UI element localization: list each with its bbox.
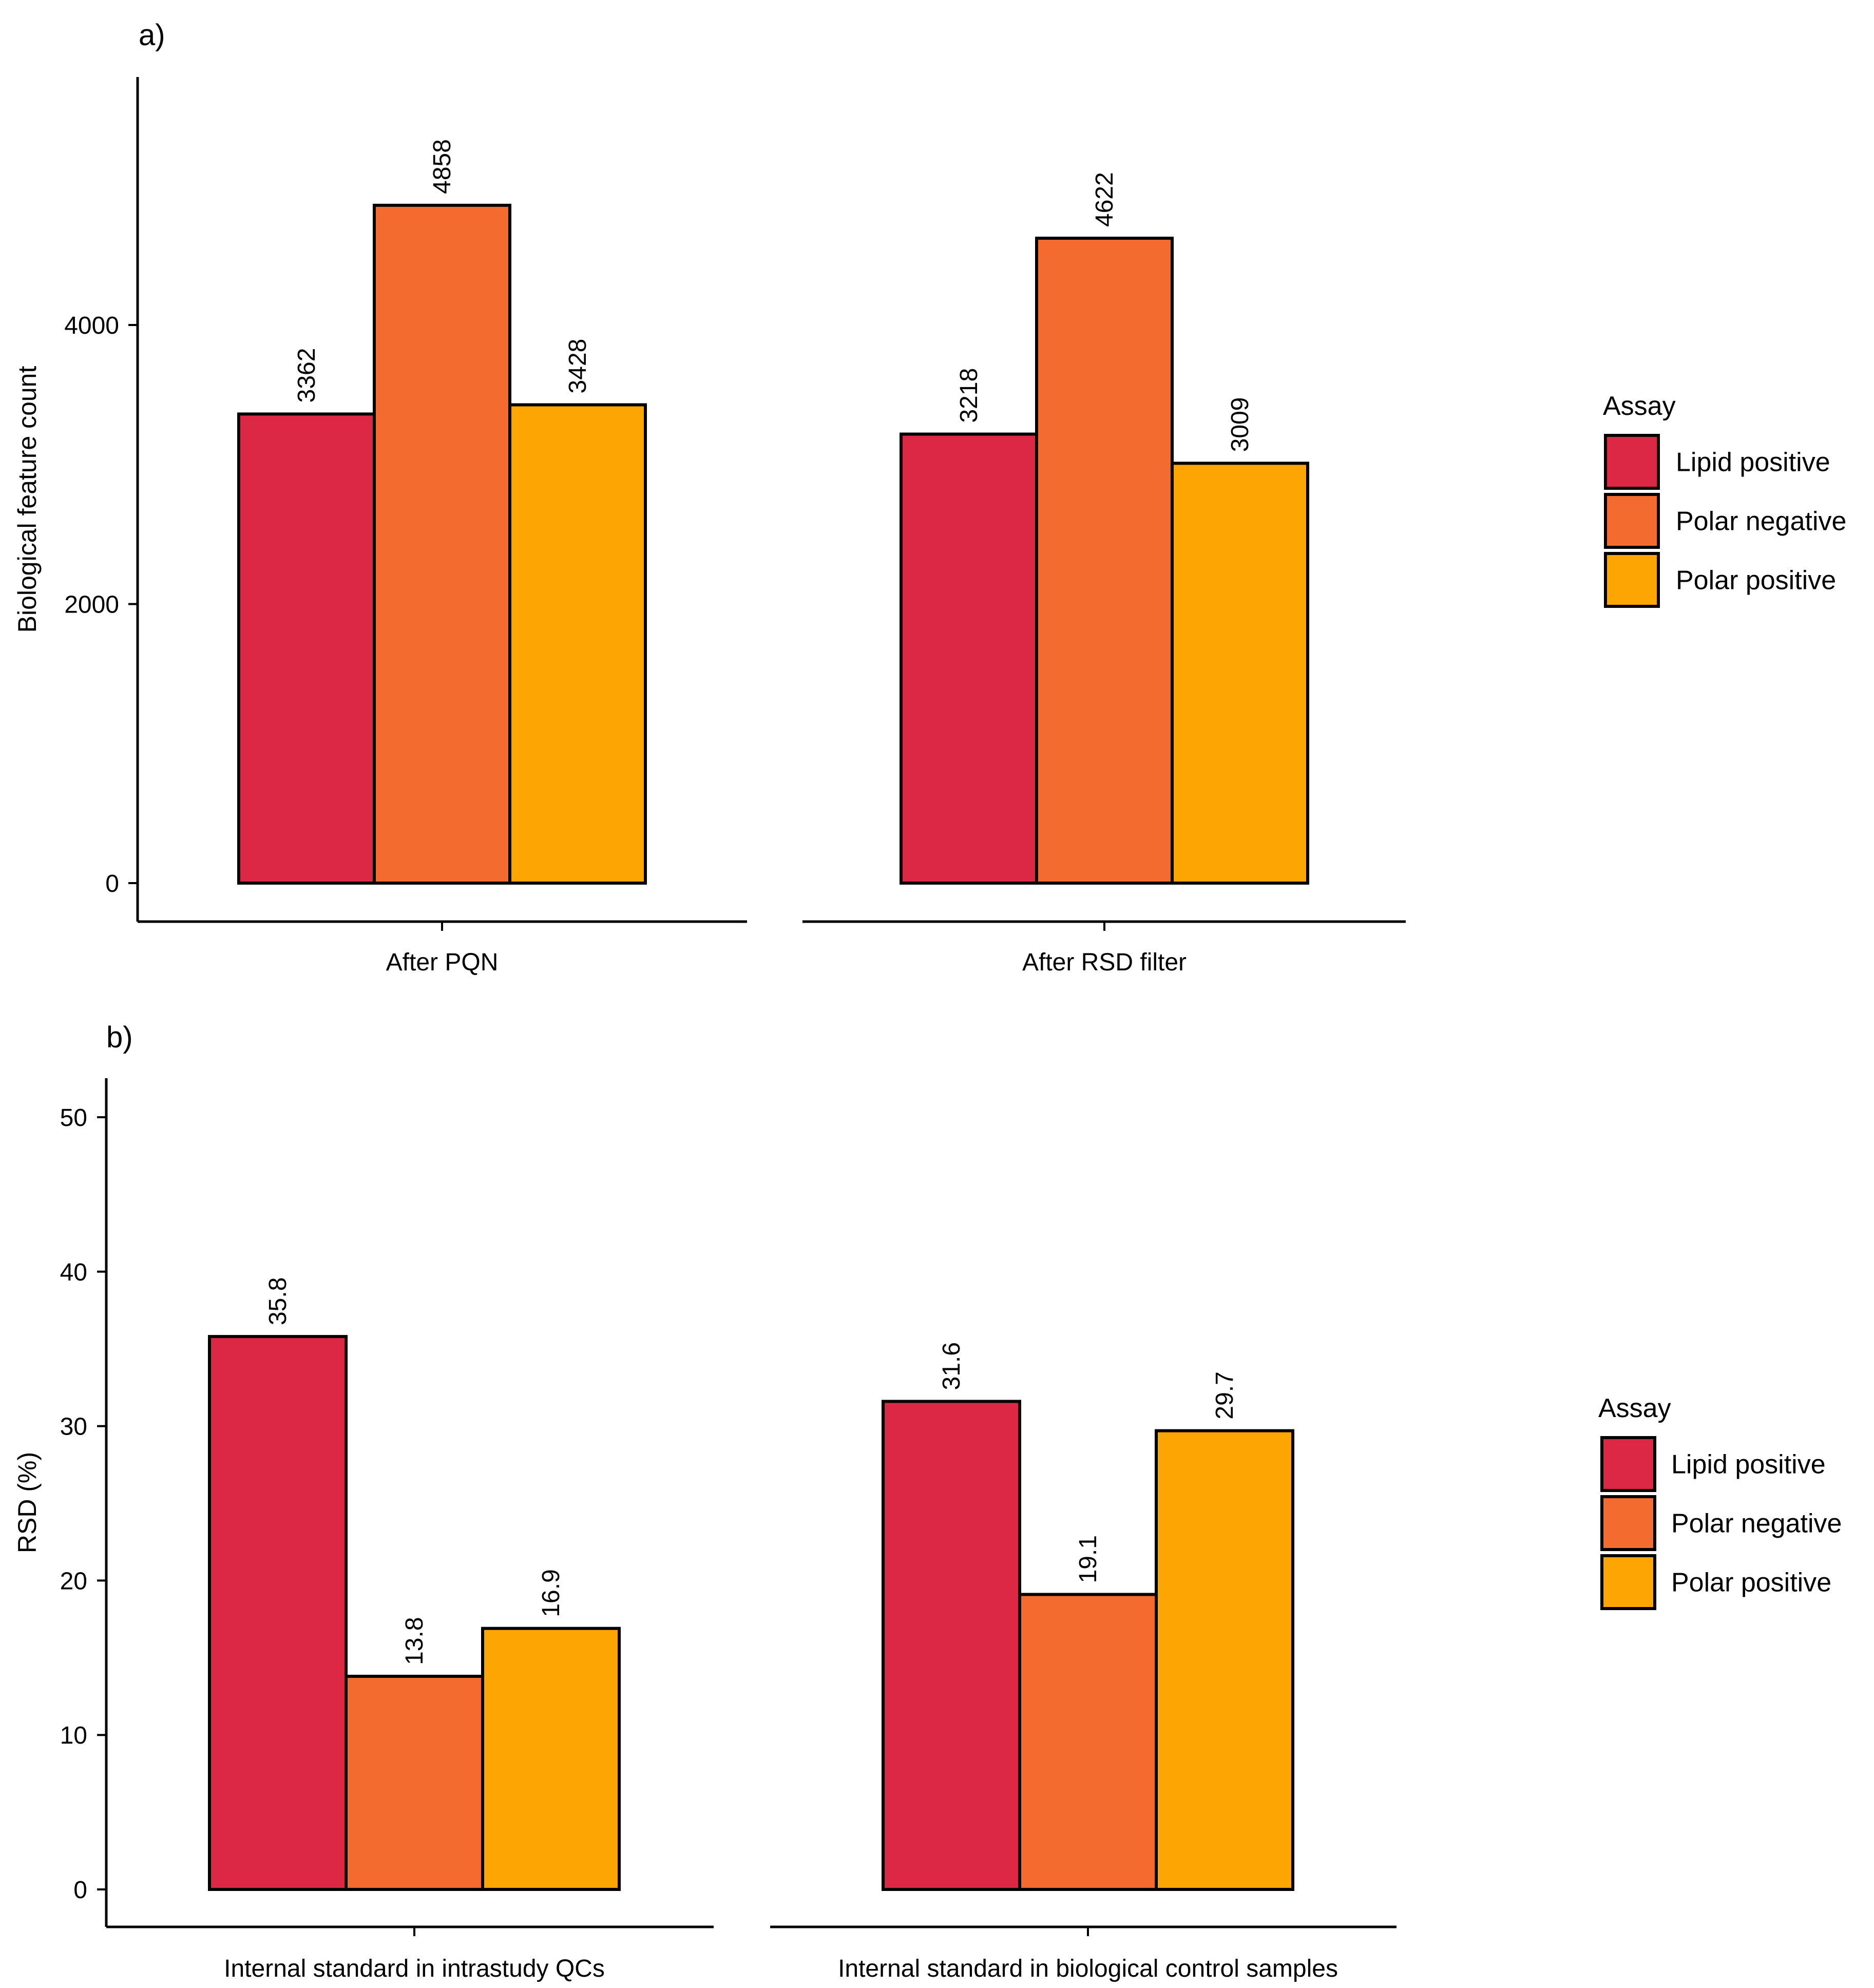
legend-label: Lipid positive (1676, 448, 1830, 477)
y-axis-title: Biological feature count (13, 366, 42, 633)
legend-label: Polar positive (1676, 566, 1836, 596)
legend-title: Assay (1598, 1393, 1671, 1423)
y-tick-label: 40 (60, 1259, 87, 1286)
legend-label: Lipid positive (1671, 1450, 1826, 1480)
bar-value-label: 16.9 (538, 1569, 565, 1617)
y-tick-label: 0 (105, 870, 119, 897)
bar-lipid-positive (882, 1400, 1021, 1891)
bar-polar-positive (481, 1627, 621, 1891)
bar-polar-negative (373, 203, 511, 885)
legend-swatch (1600, 1554, 1656, 1610)
bar-value-label: 3362 (293, 348, 320, 403)
y-tick-label: 20 (60, 1568, 87, 1595)
legend-swatch (1600, 1436, 1656, 1492)
bar-polar-positive (1155, 1429, 1294, 1891)
bar-lipid-positive (208, 1335, 348, 1891)
panel-b: b) RSD (%) 0 10 20 30 40 50 35.8 13.8 16.9 Internal… (13, 1021, 1842, 1982)
bar-value-label: 29.7 (1211, 1371, 1238, 1419)
legend-label: Polar negative (1671, 1509, 1842, 1539)
x-category-label: Internal standard in biological control … (838, 1955, 1338, 1982)
legend-title: Assay (1603, 391, 1676, 421)
bar-value-label: 19.1 (1075, 1535, 1102, 1583)
bar-polar-negative (1035, 236, 1174, 885)
legend-swatch (1604, 552, 1660, 608)
y-tick-label: 50 (60, 1104, 87, 1132)
bar-value-label: 13.8 (401, 1617, 428, 1665)
legend-label: Polar negative (1676, 507, 1846, 537)
bar-value-label: 4858 (429, 139, 456, 194)
bar-lipid-positive (900, 432, 1038, 885)
legend-swatch (1604, 493, 1660, 549)
bar-value-label: 31.6 (938, 1342, 965, 1390)
bar-value-label: 35.8 (264, 1277, 292, 1325)
bar-polar-negative (345, 1674, 484, 1891)
y-tick-label: 10 (60, 1722, 87, 1749)
y-tick-label: 4000 (64, 312, 119, 339)
bar-polar-positive (508, 403, 647, 885)
bar-value-label: 3428 (564, 339, 591, 394)
x-category-label: After RSD filter (1022, 949, 1187, 976)
y-tick-label: 30 (60, 1413, 87, 1441)
legend-swatch (1600, 1495, 1656, 1551)
y-tick-label: 2000 (64, 591, 119, 619)
legend-label: Polar positive (1671, 1568, 1831, 1598)
y-tick-label: 0 (73, 1877, 87, 1904)
x-category-label: After PQN (386, 949, 499, 976)
panel-tag: b) (106, 1021, 133, 1054)
bar-value-label: 4622 (1091, 172, 1118, 227)
panel-a: a) Biological feature count 0 2000 4000 3362 4… (13, 18, 1846, 976)
bar-lipid-positive (237, 412, 376, 885)
bar-polar-negative (1018, 1593, 1158, 1891)
panel-tag: a) (139, 18, 165, 52)
bar-value-label: 3009 (1227, 397, 1254, 452)
y-axis-title: RSD (%) (13, 1452, 42, 1553)
legend-swatch (1604, 434, 1660, 490)
x-category-label: Internal standard in intrastudy QCs (224, 1955, 605, 1982)
bar-value-label: 3218 (955, 368, 983, 423)
bar-polar-positive (1171, 462, 1309, 885)
